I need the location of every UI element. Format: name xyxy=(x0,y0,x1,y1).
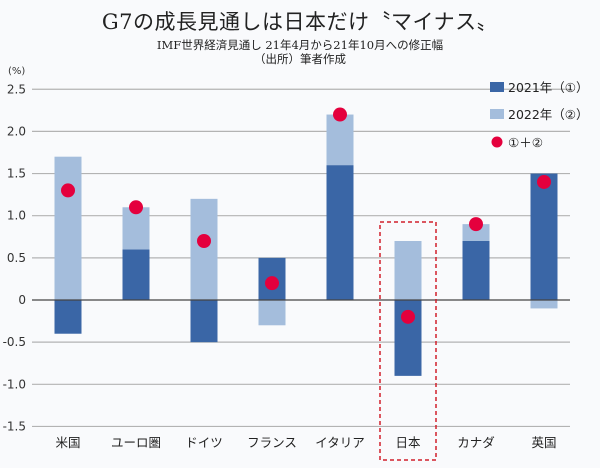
category-label: 英国 xyxy=(531,435,556,450)
sum-marker xyxy=(61,183,75,198)
legend-marker-sum xyxy=(491,136,503,148)
y-tick-label: 1.0 xyxy=(7,209,26,223)
bar-2022 xyxy=(326,114,354,166)
sum-marker xyxy=(401,309,415,324)
bar-2022 xyxy=(462,224,490,241)
sum-marker xyxy=(537,174,551,189)
bar-2022 xyxy=(394,240,422,300)
bar-2021 xyxy=(326,165,354,300)
y-tick-label: 0 xyxy=(18,293,26,307)
y-tick-label: -1.0 xyxy=(3,377,26,391)
bar-2021 xyxy=(122,249,150,300)
category-labels: 米国 ユーロ圏 ドイツ フランス イタリア 日本 カナダ 英国 xyxy=(55,435,556,450)
y-tick-label: 2.5 xyxy=(7,82,26,96)
highlight-box xyxy=(379,221,437,461)
bar-2022 xyxy=(258,300,286,326)
y-tick-label: -0.5 xyxy=(3,335,26,349)
highlight-dashed-box xyxy=(379,221,437,461)
bar-2022 xyxy=(54,156,82,300)
chart-source: （出所）筆者作成 xyxy=(254,52,346,66)
bar-2022 xyxy=(530,300,558,309)
bar-2021 xyxy=(462,240,490,300)
legend-label-sum: ①＋② xyxy=(508,135,543,150)
bars xyxy=(54,114,558,376)
legend-swatch-2021 xyxy=(490,82,504,92)
bar-2021 xyxy=(530,173,558,300)
category-label: 日本 xyxy=(395,435,421,450)
y-tick-labels: 2.5 2.0 1.5 1.0 0.5 0 -0.5 -1.0 -1.5 xyxy=(3,82,26,433)
sum-marker xyxy=(265,276,279,291)
category-label: イタリア xyxy=(315,435,365,450)
y-tick-label: 0.5 xyxy=(7,251,26,265)
category-label: カナダ xyxy=(457,435,495,450)
sum-marker xyxy=(469,217,483,232)
category-label: ドイツ xyxy=(185,435,223,450)
chart-subtitle: IMF世界経済見通し 21年4月から21年10月への修正幅 xyxy=(156,38,444,52)
legend-label-2021: 2021年（①） xyxy=(508,80,589,95)
legend: 2021年（①） 2022年（②） ①＋② xyxy=(490,80,589,150)
category-label: 米国 xyxy=(55,435,80,450)
sum-marker xyxy=(129,200,143,215)
category-label: ユーロ圏 xyxy=(111,435,161,450)
bar-2022 xyxy=(190,198,218,300)
bar-2021 xyxy=(54,300,82,334)
sum-marker xyxy=(333,107,347,122)
y-tick-label: -1.5 xyxy=(3,419,26,433)
y-tick-label: 1.5 xyxy=(7,167,26,181)
bar-2022 xyxy=(122,207,150,250)
chart-title: G7の成長見通しは日本だけ〝マイナス〟 xyxy=(101,10,499,34)
y-tick-label: 2.0 xyxy=(7,124,26,138)
sum-markers xyxy=(61,107,551,324)
bar-2021 xyxy=(190,300,218,343)
y-axis-unit-label: (%) xyxy=(8,66,25,77)
category-label: フランス xyxy=(247,435,297,450)
legend-swatch-2022 xyxy=(490,109,504,119)
legend-label-2022: 2022年（②） xyxy=(508,107,589,122)
sum-marker xyxy=(197,233,211,248)
